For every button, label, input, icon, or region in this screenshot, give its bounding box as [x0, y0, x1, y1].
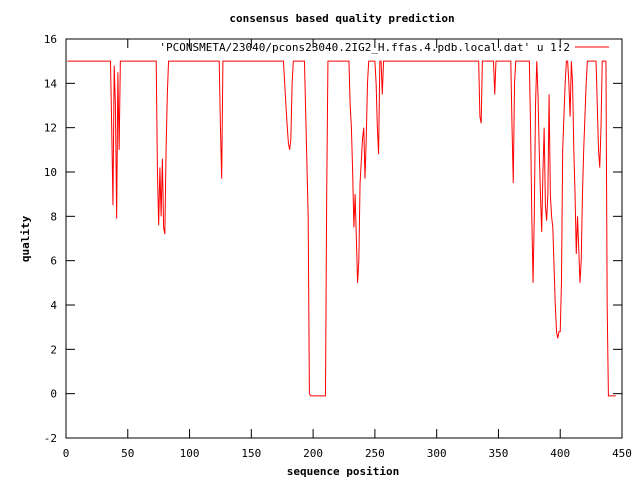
x-axis-ticks: 0 50 100 150 200 250 300 350 400 450 [63, 39, 632, 460]
y-tick-label: 2 [50, 343, 57, 356]
y-tick-label: 6 [50, 255, 57, 268]
y-axis-title: quality [19, 215, 32, 262]
x-tick-label: 300 [427, 447, 447, 460]
y-tick-label: 12 [44, 122, 57, 135]
series-line [67, 60, 616, 397]
y-tick-label: 10 [44, 166, 57, 179]
y-tick-label: 4 [50, 299, 57, 312]
x-tick-label: 450 [612, 447, 632, 460]
x-axis-title: sequence position [287, 465, 400, 478]
y-tick-label: 0 [50, 388, 57, 401]
legend: 'PCONSMETA/23040/pcons23040.2IG2_H.ffas.… [159, 41, 609, 54]
y-tick-label: 8 [50, 210, 57, 223]
x-tick-label: 400 [550, 447, 570, 460]
x-tick-label: 200 [303, 447, 323, 460]
y-axis-ticks: -2 0 2 4 6 8 10 12 14 16 [44, 33, 622, 445]
x-tick-label: 0 [63, 447, 70, 460]
chart-title: consensus based quality prediction [229, 12, 454, 25]
x-tick-label: 250 [365, 447, 385, 460]
x-tick-label: 150 [241, 447, 261, 460]
x-tick-label: 350 [489, 447, 509, 460]
legend-label: 'PCONSMETA/23040/pcons23040.2IG2_H.ffas.… [159, 41, 570, 54]
x-tick-label: 50 [121, 447, 134, 460]
y-tick-label: 14 [44, 77, 58, 90]
plot-area-frame [65, 38, 623, 439]
y-tick-label: -2 [44, 432, 57, 445]
y-tick-label: 16 [44, 33, 57, 46]
x-tick-label: 100 [180, 447, 200, 460]
